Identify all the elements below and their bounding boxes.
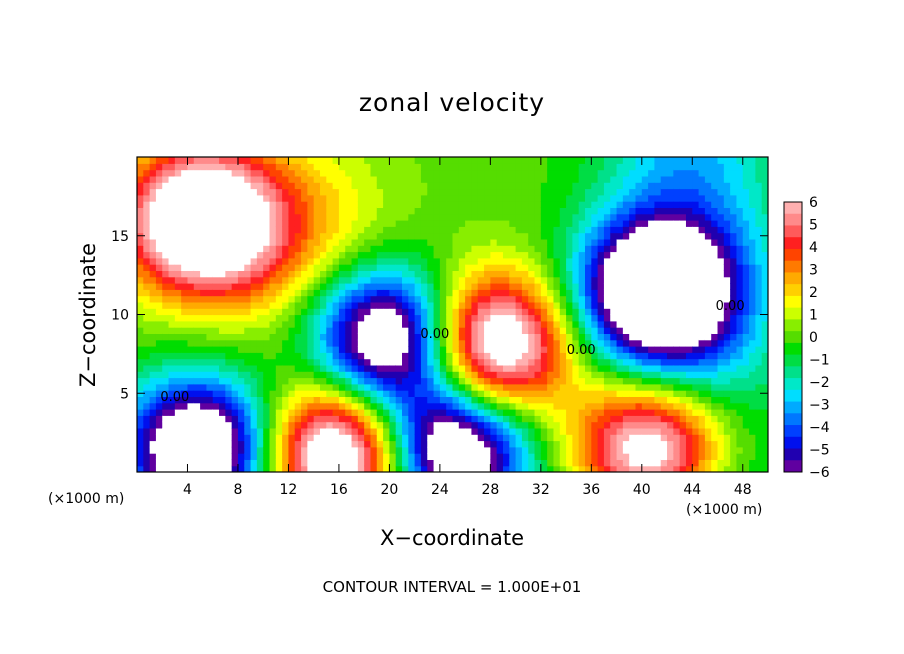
colorbar-label: 6: [809, 195, 818, 211]
x-ticks: 4 8 12 16 20 24 28 32 36 40 44 48: [183, 157, 752, 498]
colorbar-swatch: [784, 295, 802, 309]
colorbar-label: 2: [809, 285, 818, 301]
contour-interval-text: CONTOUR INTERVAL = 1.000E+01: [322, 578, 582, 596]
colorbar-label: −1: [809, 353, 830, 369]
contour-label: 0.00: [716, 299, 745, 314]
y-tick-label: 5: [120, 386, 129, 402]
x-tick-label: 40: [633, 482, 651, 498]
colorbar-swatch: [784, 342, 802, 356]
colorbar-swatch: [784, 448, 802, 461]
colorbar-swatch: [784, 354, 802, 367]
colorbar-swatch: [784, 248, 802, 262]
x-tick-label: 32: [532, 482, 550, 498]
chart-title: zonal velocity: [358, 88, 546, 117]
colorbar-label: −6: [809, 465, 830, 481]
colorbar-label: 3: [809, 263, 818, 279]
y-ticks: 5 10 15: [111, 229, 768, 402]
colorbar-swatch: [784, 413, 802, 426]
colorbar-swatch: [784, 425, 802, 438]
x-tick-label: 28: [481, 482, 499, 498]
colorbar-swatch: [784, 284, 802, 297]
colorbar-swatch: [784, 307, 802, 320]
field-layer: [137, 157, 768, 472]
x-tick-label: 4: [183, 482, 192, 498]
colorbar-swatch: [784, 202, 802, 215]
contour-label: 0.00: [420, 327, 449, 342]
colorbar-swatch: [784, 237, 802, 250]
x-tick-label: 20: [380, 482, 398, 498]
colorbar-swatch: [784, 436, 802, 450]
colorbar: 6 5 4 3 2 1 0 −1 −2 −3 −4 −5 −6: [783, 195, 830, 481]
x-unit-label-left: (×1000 m): [48, 491, 125, 507]
contour-labels: 0.00 0.00 0.00 0.00: [160, 299, 744, 405]
colorbar-label: 5: [809, 218, 818, 234]
x-axis-label: X−coordinate: [380, 526, 524, 550]
contour-label: 0.00: [160, 390, 189, 405]
x-tick-label: 36: [582, 482, 600, 498]
colorbar-label: 1: [809, 308, 818, 324]
x-tick-label: 48: [734, 482, 752, 498]
colorbar-swatch: [784, 401, 802, 414]
y-tick-label: 15: [111, 229, 129, 245]
y-tick-label: 10: [111, 308, 129, 324]
x-tick-label: 24: [431, 482, 449, 498]
colorbar-swatch: [784, 213, 802, 226]
colorbar-label: −2: [809, 375, 830, 391]
x-tick-label: 44: [683, 482, 701, 498]
colorbar-swatch: [784, 260, 802, 273]
colorbar-label: −4: [809, 420, 830, 436]
colorbar-swatch: [784, 272, 802, 285]
colorbar-label: −5: [809, 443, 830, 459]
colorbar-frame: [783, 201, 803, 473]
colorbar-label: 4: [809, 240, 818, 256]
contour-label: 0.00: [567, 343, 596, 358]
colorbar-swatch: [784, 319, 802, 332]
colorbar-swatch: [784, 389, 802, 403]
x-unit-label-right: (×1000 m): [686, 502, 763, 518]
colorbar-swatch: [784, 460, 802, 473]
x-tick-label: 12: [280, 482, 298, 498]
colorbar-label: −3: [809, 398, 830, 414]
colorbar-label: 0: [809, 330, 818, 346]
colorbar-swatch: [784, 331, 802, 344]
colorbar-swatch: [784, 366, 802, 379]
colorbar-swatch: [784, 378, 802, 391]
colorbar-swatch: [784, 225, 802, 238]
x-tick-label: 8: [233, 482, 242, 498]
x-tick-label: 16: [330, 482, 348, 498]
